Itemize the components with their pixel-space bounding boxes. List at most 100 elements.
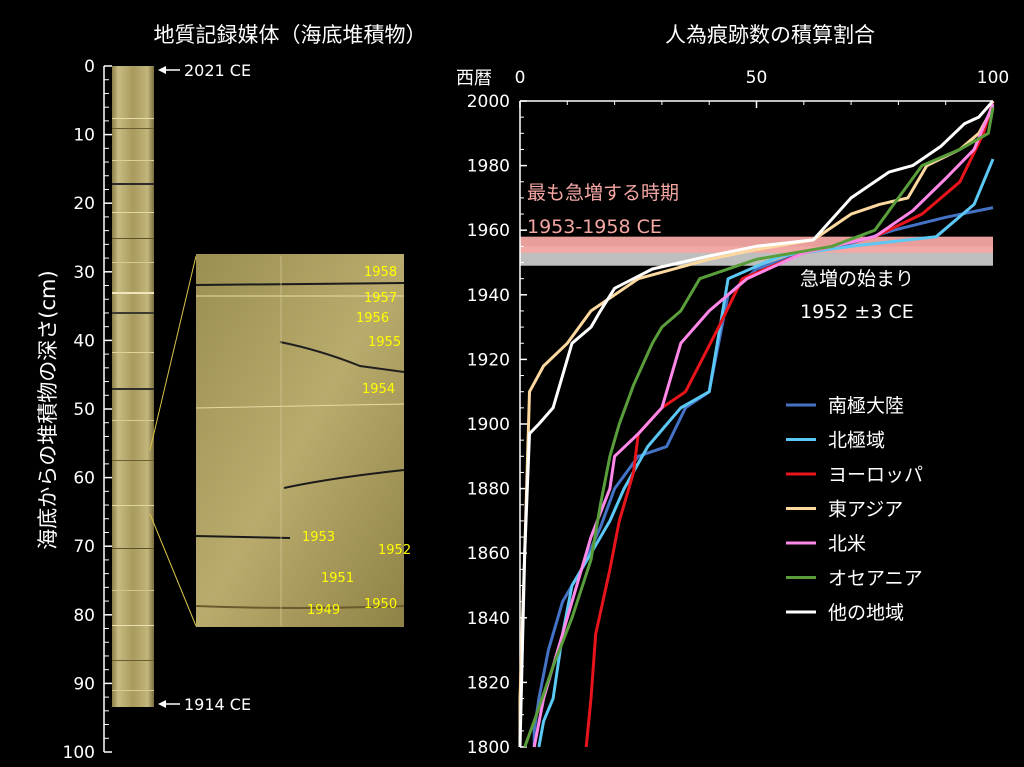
zoom-year-label: 1953	[302, 530, 335, 545]
core-band	[112, 352, 154, 353]
left-tick-label: 20	[73, 194, 95, 214]
left-tick-label: 50	[73, 400, 95, 420]
highlight-bands	[520, 236, 993, 266]
series-line-6	[523, 107, 995, 748]
zoom-layer	[195, 282, 405, 286]
legend-label: 北米	[828, 533, 866, 555]
core-band	[112, 118, 154, 119]
zoom-year-label: 1952	[378, 543, 411, 558]
chart-y-axis-label: 西暦	[456, 68, 492, 89]
y-tick-label: 1980	[467, 157, 510, 177]
left-tick-label: 90	[73, 674, 95, 694]
zoom-year-labels: 1958 1957 1956 1955 1954 1953 1952 1951 1949 1950	[302, 265, 411, 618]
core-band	[112, 460, 154, 461]
sediment-core	[112, 66, 154, 707]
zoom-year-label: 1955	[368, 335, 401, 350]
zoom-texture	[195, 256, 405, 626]
y-tick-label: 2000	[467, 92, 510, 112]
core-band	[112, 183, 154, 185]
series-line-1	[532, 206, 994, 747]
core-band	[112, 212, 154, 213]
y-tick-label: 1900	[467, 415, 510, 435]
left-tick-label: 100	[63, 743, 95, 763]
chart-series	[518, 100, 995, 748]
zoom-year-label: 1958	[364, 265, 397, 280]
y-tick-label: 1820	[467, 673, 510, 693]
series-line-5	[532, 103, 995, 748]
zoom-layer	[195, 535, 291, 539]
y-tick-label: 1860	[467, 544, 510, 564]
legend-label: オセアニア	[828, 568, 923, 590]
chart-axes: 2000 1980 1960 1940 1920 1900 1880 1860 1840 1820…	[467, 68, 1009, 758]
core-band	[112, 505, 154, 506]
core-band	[112, 420, 154, 421]
left-tick-label: 40	[73, 331, 95, 351]
core-band	[112, 660, 154, 661]
legend-label: 他の地域	[828, 602, 904, 624]
legend-label: 北極域	[828, 430, 885, 452]
left-tick-label: 80	[73, 606, 95, 626]
zoom-connector-top	[149, 255, 197, 451]
rapid-increase-label: 最も急増する時期	[527, 182, 679, 204]
zoom-year-label: 1957	[364, 291, 397, 306]
zoom-layer	[195, 403, 405, 409]
y-tick-label: 1800	[467, 738, 510, 758]
top-marker-label: 2021 CE	[184, 61, 251, 80]
y-tick-label: 1840	[467, 609, 510, 629]
chart-annotations: 最も急増する時期 1953-1958 CE 急増の始まり 1952 ±3 CE	[527, 182, 914, 323]
series-line-7	[518, 100, 995, 748]
left-tick-label: 10	[73, 126, 95, 146]
core-band	[112, 548, 154, 549]
core-band	[112, 160, 154, 161]
y-tick-label: 1920	[467, 350, 510, 370]
core-band	[112, 625, 154, 626]
series-line-3	[584, 100, 995, 748]
core-band	[112, 590, 154, 591]
core-band	[112, 262, 154, 263]
y-tick-label: 1880	[467, 480, 510, 500]
onset-label: 急増の始まり	[800, 268, 914, 290]
y-tick-label: 1960	[467, 221, 510, 241]
left-tick-label: 30	[73, 263, 95, 283]
x-tick-label: 0	[515, 68, 526, 88]
legend-label: ヨーロッパ	[828, 464, 923, 486]
rapid-increase-range: 1953-1958 CE	[527, 216, 662, 238]
series-line-4	[518, 106, 995, 747]
left-panel-y-label: 海底からの堆積物の深さ(cm)	[36, 270, 60, 549]
zoomed-core-section	[196, 254, 404, 627]
x-tick-label: 50	[746, 68, 768, 88]
legend-label: 東アジア	[828, 499, 903, 521]
zoom-layer	[195, 605, 405, 609]
left-depth-axis: 0 10 20 30 40 50 60 70 80 90 100	[63, 57, 112, 763]
top-marker: 2021 CE	[158, 61, 251, 80]
onset-value: 1952 ±3 CE	[800, 301, 914, 323]
zoom-year-label: 1951	[321, 571, 354, 586]
left-panel-title: 地質記録媒体（海底堆積物）	[154, 23, 427, 47]
x-tick-label: 100	[977, 68, 1009, 88]
rapid-increase-band	[520, 236, 993, 253]
zoom-year-label: 1956	[356, 311, 389, 326]
left-tick-label: 0	[84, 57, 95, 77]
bottom-marker-label: 1914 CE	[184, 695, 251, 714]
zoom-layer	[279, 341, 405, 373]
zoom-year-label: 1954	[362, 382, 395, 397]
left-tick-label: 70	[73, 537, 95, 557]
y-tick-label: 1940	[467, 286, 510, 306]
left-tick-label: 60	[73, 469, 95, 489]
chart-title: 人為痕跡数の積算割合	[665, 23, 875, 47]
core-band	[112, 292, 154, 294]
core-band	[112, 128, 154, 129]
core-band	[112, 238, 154, 239]
zoom-connector-bottom	[149, 513, 197, 627]
core-band	[112, 388, 154, 390]
zoom-year-label: 1950	[364, 597, 397, 612]
core-band	[112, 312, 154, 314]
zoom-year-label: 1949	[307, 603, 340, 618]
bottom-marker: 1914 CE	[158, 695, 251, 714]
core-bands	[112, 118, 154, 691]
core-band	[112, 690, 154, 691]
series-line-2	[537, 158, 995, 748]
zoom-layer	[283, 469, 405, 489]
